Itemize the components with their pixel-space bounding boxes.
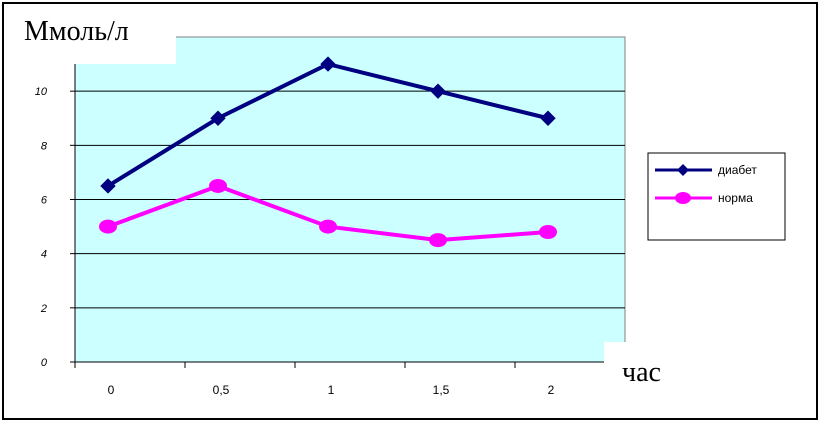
x-tick-label: 0,5 — [213, 383, 230, 397]
legend: диабет норма — [647, 152, 786, 241]
series-2 — [99, 178, 557, 248]
y-tick-label: 10 — [35, 86, 48, 98]
x-tick-label: 2 — [548, 383, 555, 397]
data-point — [429, 233, 447, 248]
ylabel-box — [8, 6, 176, 64]
y-tick-label: 2 — [40, 303, 47, 315]
x-tick-labels: 0 0,5 1 1,5 2 — [74, 362, 626, 397]
data-point — [540, 110, 556, 126]
data-point — [99, 219, 117, 234]
gridlines — [75, 90, 625, 309]
y-tick-label: 4 — [41, 249, 47, 261]
data-point — [430, 83, 446, 99]
y-axis-title: Ммоль/л — [24, 16, 129, 47]
data-point — [539, 225, 557, 239]
legend-marker — [677, 164, 689, 176]
x-tick-label: 1 — [328, 383, 335, 397]
legend-marker — [675, 192, 691, 204]
legend-label: норма — [718, 191, 753, 205]
x-axis-title: час — [622, 357, 661, 388]
y-tick-label: 0 — [41, 357, 48, 369]
series — [99, 56, 557, 248]
y-tick-label: 8 — [41, 140, 48, 152]
legend-entry: норма — [655, 191, 753, 205]
y-tick-labels: 0 2 4 6 8 10 — [35, 86, 75, 369]
y-tick-label: 6 — [41, 195, 48, 207]
legend-entry: диабет — [655, 163, 757, 177]
legend-label: диабет — [718, 163, 757, 177]
series-1 — [100, 56, 556, 194]
data-point — [209, 178, 227, 193]
data-point — [210, 110, 226, 126]
data-point — [319, 219, 337, 234]
chart-frame — [2, 2, 818, 420]
x-tick-label: 1,5 — [433, 383, 450, 397]
x-tick-label: 0 — [108, 383, 115, 397]
data-point — [320, 56, 336, 72]
data-point — [100, 178, 116, 194]
xlabel-box — [604, 342, 814, 416]
